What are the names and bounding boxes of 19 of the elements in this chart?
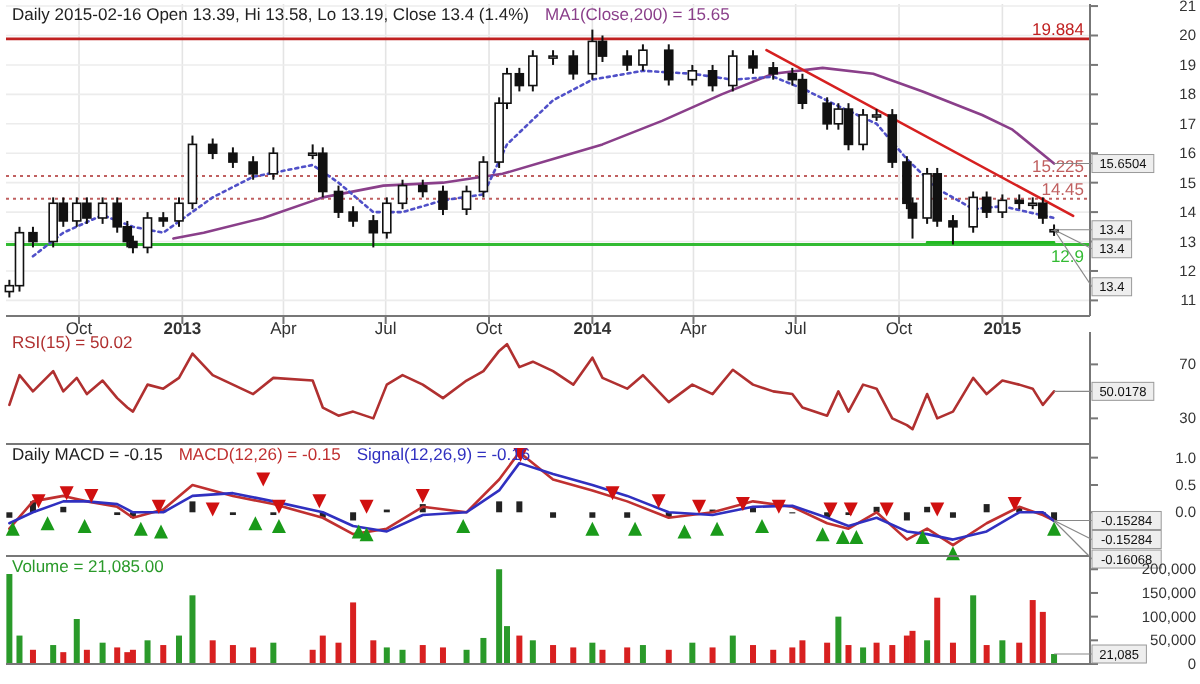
chart-title: Daily 2015-02-16 Open 13.39, Hi 13.58, Lo 13.19, Close 13.4 (1.4%) (12, 4, 530, 24)
text: Daily MACD = -0.15 (12, 444, 164, 464)
x-tick-label: 2013 (163, 318, 202, 338)
ref-line-label: 14.45 (1041, 178, 1085, 199)
series-label: MACD(12,26) = -0.15 (178, 444, 342, 464)
x-tick-label: Oct (885, 318, 914, 338)
x-tick-label: Apr (680, 318, 708, 338)
x-tick-label: Apr (270, 318, 298, 338)
x-tick-label: 2014 (573, 318, 612, 338)
ref-line-label: 12.9 (1050, 246, 1085, 267)
text: MA1(Close,200) = 15.65 (544, 4, 731, 24)
series-label: Volume = 21,085.00 (12, 556, 165, 576)
x-tick-label: Jul (374, 318, 397, 338)
x-tick-label: 2015 (983, 318, 1022, 338)
x-tick-label: Oct (475, 318, 504, 338)
ref-line-label: 19.884 (1032, 18, 1085, 39)
series-label: RSI(15) = 50.02 (12, 332, 134, 352)
x-tick-label: Jul (784, 318, 807, 338)
x-tick-label: Oct (65, 318, 94, 338)
